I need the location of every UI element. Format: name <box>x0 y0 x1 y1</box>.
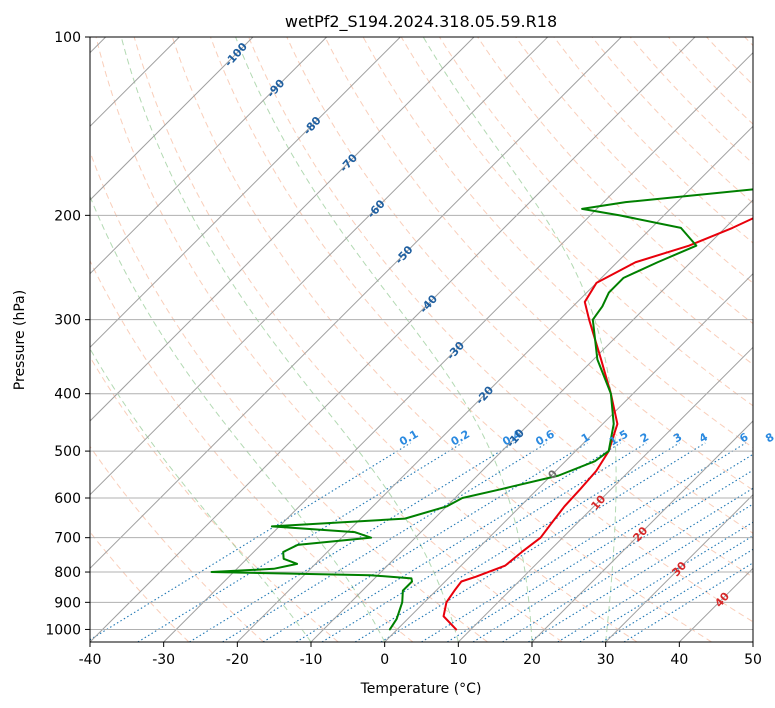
mixing-ratio-label: 8 <box>763 430 775 445</box>
isotherm-line <box>605 493 753 642</box>
mixing-ratio-label: 3 <box>671 430 684 445</box>
x-tick-label: 40 <box>670 652 688 668</box>
y-tick-label: 300 <box>54 313 81 329</box>
mixing-ratio-label: 2 <box>638 430 651 445</box>
y-tick-label: 400 <box>54 387 81 403</box>
dry-adiabat <box>706 37 753 86</box>
y-tick-label: 100 <box>54 30 81 46</box>
y-tick-label: 800 <box>54 565 81 581</box>
dry-adiabat <box>248 37 753 578</box>
dry-adiabat <box>324 37 753 491</box>
isotherm-line <box>90 37 696 642</box>
mixing-ratio-label: 6 <box>737 430 750 445</box>
y-tick-label: 700 <box>54 531 81 547</box>
dry-adiabat <box>95 37 563 642</box>
dry-adiabat <box>90 150 488 642</box>
mixing-ratio-line <box>623 562 753 642</box>
isotherm-line <box>90 37 401 349</box>
x-tick-label: -30 <box>152 652 175 668</box>
x-tick-label: -20 <box>226 652 249 668</box>
mixing-ratio-label: 4 <box>697 430 710 445</box>
mixing-ratio-line <box>295 442 621 642</box>
mixing-ratio-line <box>446 453 753 642</box>
moist-adiabat <box>90 195 386 642</box>
isotherm-line <box>457 346 753 642</box>
dry-adiabat <box>133 37 638 642</box>
background-lines <box>90 37 753 642</box>
mixing-ratio-label: 1 <box>579 430 592 445</box>
dry-adiabat <box>286 37 753 534</box>
x-tick-label: 0 <box>380 652 389 668</box>
isotherm-line <box>752 641 753 642</box>
y-axis-label: Pressure (hPa) <box>12 290 28 390</box>
x-tick-label: 20 <box>523 652 541 668</box>
grid-lines <box>90 37 753 642</box>
y-tick-label: 500 <box>54 444 81 460</box>
dry-adiabat <box>90 445 264 642</box>
dry-adiabat <box>515 37 753 284</box>
mixing-ratio-label: 0.2 <box>449 427 472 448</box>
isotherm-line <box>90 37 622 570</box>
temperature-line <box>442 217 753 631</box>
dry-adiabat <box>90 259 414 642</box>
mixing-ratio-line <box>90 442 411 641</box>
moist-adiabat <box>90 347 312 642</box>
profile-lines <box>210 188 753 631</box>
isotherm-line <box>90 37 475 422</box>
dewpoint-line <box>210 188 753 631</box>
x-tick-label: 30 <box>597 652 615 668</box>
dry-adiabat <box>553 37 753 244</box>
dry-adiabat <box>90 531 190 642</box>
axis-ticks: -40 -30 -20 -10 0 10 20 30 40 5010020030040050060… <box>45 30 762 668</box>
dry-adiabat <box>90 356 339 642</box>
x-tick-label: 10 <box>449 652 467 668</box>
x-axis-label: Temperature (°C) <box>360 681 482 697</box>
y-tick-label: 900 <box>54 595 81 611</box>
isotherm-line <box>531 420 753 642</box>
dry-adiabat <box>668 37 753 125</box>
mixing-ratio-line <box>421 442 747 642</box>
isotherm-line <box>90 37 549 496</box>
dry-adiabat <box>210 37 753 623</box>
y-tick-label: 200 <box>54 208 81 224</box>
y-tick-label: 600 <box>54 491 81 507</box>
mixing-ratio-line <box>380 442 706 642</box>
mixing-ratio-label: 0.6 <box>533 427 557 448</box>
mixing-ratio-line <box>472 469 753 642</box>
mixing-ratio-line <box>557 521 753 642</box>
dry-adiabat <box>439 37 753 366</box>
y-tick-label: 1000 <box>45 622 81 638</box>
x-tick-label: 50 <box>744 652 762 668</box>
isotherm-line <box>310 199 753 642</box>
mixing-ratio-line <box>354 442 680 642</box>
plot-frame <box>89 36 754 643</box>
isotherm-line <box>90 37 254 201</box>
x-tick-label: -40 <box>79 652 102 668</box>
moist-adiabat <box>235 37 533 642</box>
mixing-ratio-label: 0.1 <box>397 427 420 448</box>
isotherm-line <box>90 37 328 275</box>
moist-adiabat <box>120 37 459 642</box>
moist-adiabat <box>422 37 617 642</box>
isotherm-line <box>384 272 753 642</box>
mixing-ratio-line <box>579 535 753 642</box>
dry-adiabat <box>171 37 712 642</box>
chart-title: wetPf2_S194.2024.318.05.59.R18 <box>285 12 557 32</box>
mixing-ratio-line <box>262 442 588 642</box>
mixing-ratio-line <box>189 442 514 642</box>
x-tick-label: -10 <box>300 652 323 668</box>
mixing-ratio-line <box>222 442 548 642</box>
mixing-ratio-line <box>137 442 463 642</box>
isotherm-line <box>163 51 753 642</box>
dry-adiabat <box>591 37 753 204</box>
